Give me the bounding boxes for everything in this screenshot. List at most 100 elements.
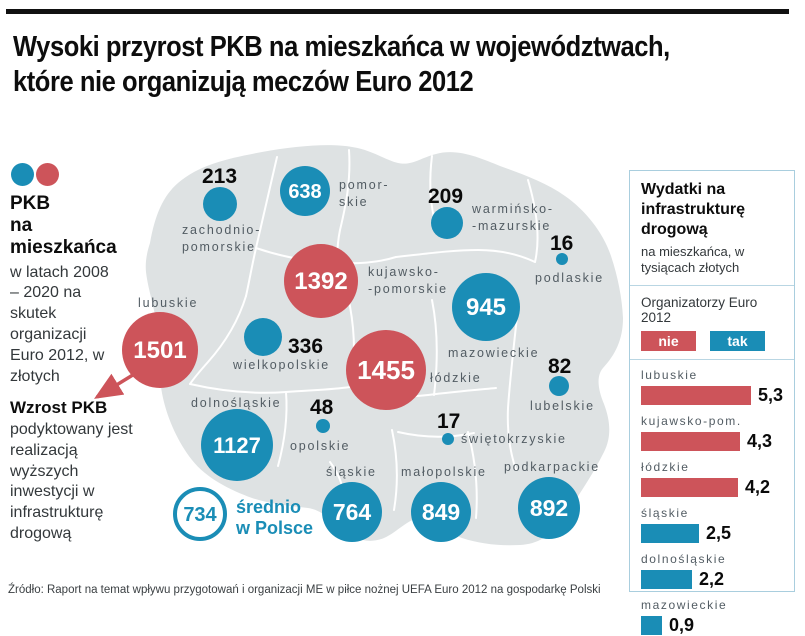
bubble-dolnoslaskie: [201, 409, 273, 481]
bubble-slaskie: [322, 482, 382, 542]
bar-value: 0,9: [669, 614, 695, 635]
value-zachodniopomorskie: 213: [202, 165, 237, 188]
bar-group-lodzkie: łódzkie 4,2: [641, 460, 783, 498]
bar-lubuskie: [641, 385, 751, 405]
poland-map: 638 1392 945 1501 1455 1127 764 849 892 …: [94, 145, 623, 546]
label-pomorskie: pomor- skie: [339, 178, 395, 209]
legend-heading-line2: na mieszkańca: [10, 214, 117, 258]
value-podkarpackie: 892: [530, 495, 568, 521]
value-dolnoslaskie: 1127: [213, 433, 261, 458]
bar-value: 2,5: [706, 522, 732, 543]
side-panel-title: Wydatki na infrastrukturę drogową: [641, 181, 746, 238]
value-opolskie: 48: [310, 396, 334, 419]
bar-group-mazowieckie: mazowieckie 0,9: [641, 598, 783, 636]
bubble-mazowieckie: [452, 273, 520, 341]
side-panel-header: Wydatki na infrastrukturę drogową na mie…: [630, 171, 794, 285]
label-zachodniopomorskie: zachodnio- pomorskie: [182, 223, 266, 254]
bar-label: mazowieckie: [641, 597, 728, 612]
bubble-pomorskie: [280, 166, 330, 216]
note-block: Wzrost PKB podyktowany jest realizacją w…: [10, 398, 138, 545]
page-title-line1: Wysoki przyrost PKB na mieszkańca w woje…: [13, 31, 670, 63]
top-rule: [6, 9, 789, 14]
value-warminsko-mazurskie: 209: [428, 185, 463, 208]
red-dot-icon: [36, 163, 59, 186]
page-title: Wysoki przyrost PKB na mieszkańca w woje…: [13, 30, 805, 101]
value-lodzkie: 1455: [357, 355, 415, 385]
side-panel: Wydatki na infrastrukturę drogową na mie…: [629, 170, 795, 635]
bubble-warminsko-mazurskie: [431, 207, 463, 239]
label-dolnoslaskie: dolnośląskie: [191, 396, 281, 410]
bar-kujawsko-pom: [641, 431, 740, 451]
label-warminsko-mazurskie: warmińsko- -mazurskie: [471, 202, 559, 233]
bar-group-dolnoslaskie: dolnośląskie 2,2: [641, 552, 783, 590]
bar-mazowieckie: [641, 615, 662, 635]
value-malopolskie: 849: [422, 499, 460, 525]
bar-label: lubuskie: [641, 367, 698, 382]
bubble-wielkopolskie: [244, 318, 282, 356]
label-podkarpackie: podkarpackie: [504, 460, 600, 474]
bar-value: 4,3: [747, 430, 773, 451]
organizer-legend: Organizatorzy Euro 2012 nie tak: [630, 286, 794, 359]
panel-divider: [630, 284, 794, 286]
label-opolskie: opolskie: [290, 439, 350, 453]
bar-label: łódzkie: [641, 459, 690, 474]
bubble-podkarpackie: [518, 477, 580, 539]
note-body: podyktowany jest realizacją wyższych inw…: [10, 421, 133, 542]
bar-dolnoslaskie: [641, 569, 692, 589]
note-heading: Wzrost PKB: [10, 398, 108, 417]
legend-heading-line1: PKB: [10, 193, 51, 214]
label-lubuskie: lubuskie: [138, 296, 198, 310]
label-wielkopolskie: wielkopolskie: [232, 358, 330, 372]
value-average: 734: [183, 504, 217, 526]
bubble-podlaskie: [556, 253, 568, 265]
bubble-zachodniopomorskie: [203, 187, 237, 221]
value-mazowieckie: 945: [466, 294, 506, 321]
organizer-badges: nie tak: [641, 330, 783, 351]
bubble-average: [173, 487, 227, 541]
bar-value: 4,2: [745, 476, 771, 497]
label-podlaskie: podlaskie: [535, 271, 604, 285]
page-title-line2: które nie organizują meczów Euro 2012: [13, 66, 474, 99]
label-lodzkie: łódzkie: [430, 371, 482, 385]
label-slaskie: śląskie: [326, 465, 377, 479]
value-podlaskie: 16: [550, 232, 573, 255]
bubbles: [122, 166, 580, 542]
value-wielkopolskie: 336: [288, 335, 323, 358]
label-lubelskie: lubelskie: [530, 399, 595, 413]
source-note: Źródło: Raport na temat wpływu przygotow…: [8, 584, 601, 596]
side-panel-subtitle: na mieszkańca, w tysiącach złotych: [641, 244, 745, 276]
label-kujawsko-pomorskie: kujawsko- -pomorskie: [368, 265, 448, 296]
organizer-legend-label: Organizatorzy Euro 2012: [641, 294, 758, 325]
bubble-swietokrzyskie: [442, 433, 454, 445]
legend-heading: PKB na mieszkańca: [10, 193, 138, 259]
note-arrow: [94, 371, 137, 399]
badge-nie: nie: [641, 330, 696, 351]
bubble-malopolskie: [411, 482, 471, 542]
label-swietokrzyskie: świętokrzyskie: [461, 432, 567, 446]
bar-group-kujawsko-pom: kujawsko-pom. 4,3: [641, 414, 783, 452]
bubble-opolskie: [316, 419, 330, 433]
value-slaskie: 764: [333, 499, 372, 525]
bar-chart: lubuskie 5,3 kujawsko-pom. 4,3 łódzkie 4…: [630, 360, 794, 636]
bar-label: śląskie: [641, 505, 689, 520]
bubble-lodzkie: [346, 330, 426, 410]
bubble-lubelskie: [549, 376, 569, 396]
legend-subtext: w latach 2008 – 2020 na skutek organizac…: [10, 263, 109, 385]
bubble-kujawsko-pomorskie: [284, 244, 358, 318]
value-lubelskie: 82: [548, 355, 571, 378]
bar-slaskie: [641, 523, 699, 543]
badge-tak: tak: [710, 330, 765, 351]
bar-value: 5,3: [757, 384, 783, 405]
bar-group-lubuskie: lubuskie 5,3: [641, 368, 783, 406]
bar-group-slaskie: śląskie 2,5: [641, 506, 783, 544]
label-mazowieckie: mazowieckie: [448, 346, 539, 360]
bar-value: 2,2: [699, 568, 725, 589]
value-swietokrzyskie: 17: [437, 410, 460, 433]
blue-dot-icon: [11, 163, 34, 186]
label-average: średnio w Polsce: [235, 497, 313, 538]
panel-divider-2: [630, 358, 794, 360]
value-pomorskie: 638: [288, 181, 321, 203]
bar-label: kujawsko-pom.: [641, 413, 742, 428]
map-legend: PKB na mieszkańca w latach 2008 – 2020 n…: [10, 163, 138, 387]
bar-label: dolnośląskie: [641, 551, 727, 566]
